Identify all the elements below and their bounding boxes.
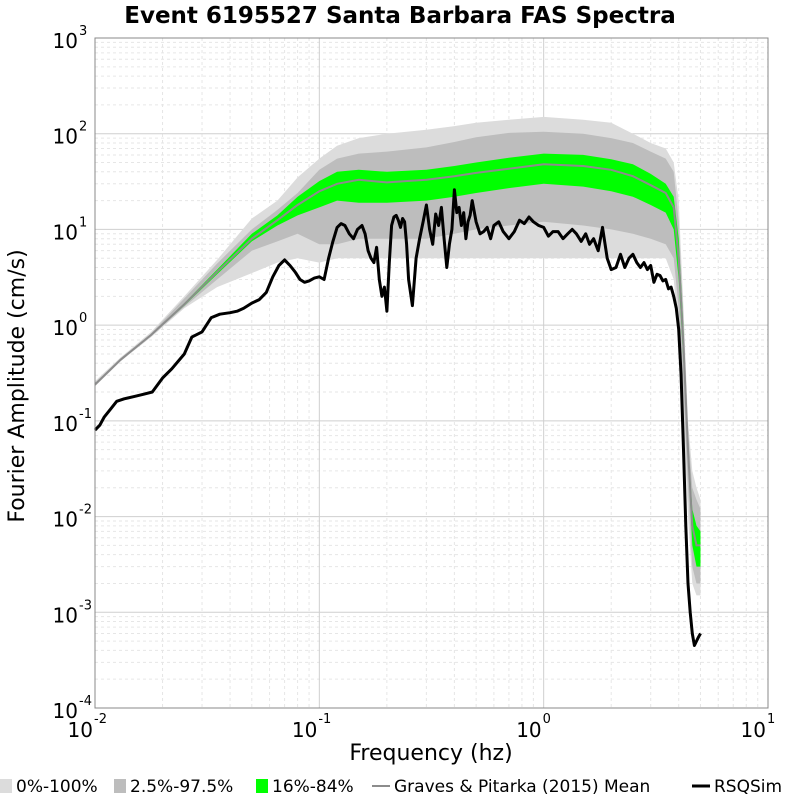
- legend-label: 16%-84%: [272, 777, 354, 797]
- y-tick-base: 10: [53, 316, 78, 340]
- y-tick-exponent: 2: [79, 120, 87, 135]
- y-tick-base: 10: [53, 699, 78, 723]
- y-tick-label: 10 2: [53, 120, 88, 149]
- x-tick-label: 10 0: [516, 712, 551, 742]
- y-tick-exponent: 0: [79, 311, 87, 326]
- y-tick-base: 10: [53, 125, 78, 149]
- y-axis-label: Fourier Amplitude (cm/s): [5, 249, 30, 522]
- x-tick-base: 10: [68, 718, 93, 742]
- legend-item: 0%-100%: [0, 777, 98, 797]
- y-tick-base: 10: [53, 412, 78, 436]
- x-axis-label: Frequency (hz): [349, 741, 512, 766]
- y-tick-label: 10 -1: [53, 407, 92, 436]
- x-tick-base: 10: [741, 718, 766, 742]
- legend-item: Graves & Pitarka (2015) Mean: [372, 777, 650, 797]
- series-mean-line: [94, 163, 701, 547]
- legend: 0%-100% 2.5%-97.5% 16%-84% Graves & Pitarka…: [0, 777, 782, 797]
- y-tick-exponent: -3: [79, 598, 92, 613]
- x-tick-exponent: -1: [318, 712, 331, 727]
- x-tick-label: 10 -1: [292, 712, 331, 742]
- y-tick-label: 10 1: [53, 215, 88, 244]
- y-tick-exponent: 3: [79, 24, 87, 39]
- y-tick-base: 10: [53, 508, 78, 532]
- legend-label: 2.5%-97.5%: [130, 777, 233, 797]
- chart-title: Event 6195527 Santa Barbara FAS Spectra: [124, 3, 676, 29]
- legend-label: RSQSim: [714, 777, 782, 797]
- y-tick-label: 10 -4: [53, 694, 92, 723]
- x-tick-label: 10 -2: [68, 712, 107, 742]
- legend-item: 16%-84%: [256, 777, 354, 797]
- y-tick-label: 10 -3: [53, 598, 92, 627]
- x-tick-exponent: 1: [767, 712, 775, 727]
- legend-item: 2.5%-97.5%: [114, 777, 233, 797]
- y-tick-exponent: 1: [79, 215, 87, 230]
- legend-label: Graves & Pitarka (2015) Mean: [394, 777, 650, 797]
- legend-swatch: [114, 779, 126, 793]
- x-tick-label: 10 1: [741, 712, 776, 742]
- legend-label: 0%-100%: [16, 777, 98, 797]
- legend-swatch: [0, 779, 12, 793]
- legend-swatch: [256, 779, 268, 793]
- y-tick-exponent: -4: [79, 694, 92, 709]
- y-tick-label: 10 -2: [53, 503, 92, 532]
- y-tick-base: 10: [53, 29, 78, 53]
- y-tick-exponent: -2: [79, 503, 92, 518]
- series-rsqsim-line: [93, 188, 702, 647]
- y-tick-exponent: -1: [79, 407, 92, 422]
- x-tick-exponent: -2: [94, 712, 107, 727]
- x-tick-base: 10: [292, 718, 317, 742]
- y-tick-label: 10 0: [53, 311, 88, 340]
- x-tick-base: 10: [516, 718, 541, 742]
- series-lines: [93, 163, 702, 647]
- y-tick-base: 10: [53, 220, 78, 244]
- y-tick-base: 10: [53, 603, 78, 627]
- plot-frame: [94, 37, 769, 709]
- y-tick-label: 10 3: [53, 24, 88, 53]
- band-16-84-: [95, 153, 701, 567]
- x-axis-ticks: 10 -2 10 -1 10 0 10 1: [68, 712, 776, 742]
- x-tick-exponent: 0: [543, 712, 551, 727]
- legend-item: RSQSim: [692, 777, 782, 797]
